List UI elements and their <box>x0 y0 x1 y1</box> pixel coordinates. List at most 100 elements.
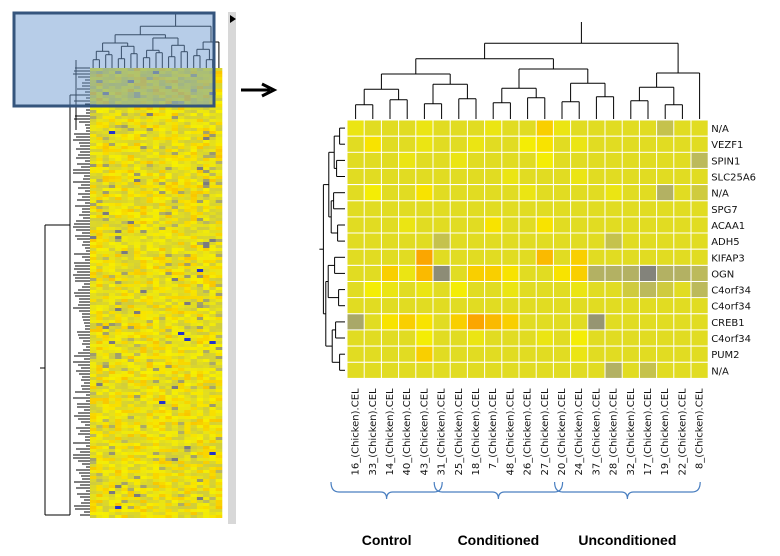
overview-cell <box>90 320 97 323</box>
overview-cell <box>165 194 172 197</box>
overview-cell <box>115 209 122 212</box>
heatmap-cell <box>605 298 622 314</box>
overview-cell <box>115 290 122 293</box>
row-label: KIFAP3 <box>711 253 745 264</box>
overview-cell <box>146 446 154 449</box>
overview-cell <box>134 290 141 293</box>
overview-cell <box>209 191 216 194</box>
overview-cell <box>127 347 135 350</box>
heatmap-cell <box>571 217 588 233</box>
overview-cell <box>159 452 166 455</box>
overview-cell <box>140 224 147 227</box>
heatmap-cell <box>553 330 571 346</box>
overview-cell <box>115 245 122 248</box>
overview-cell <box>203 377 210 380</box>
overview-cell <box>184 413 191 416</box>
overview-cell <box>127 350 135 353</box>
overview-cell <box>96 287 103 290</box>
overview-cell <box>171 503 179 506</box>
overview-cell <box>171 413 179 416</box>
overview-cell <box>209 185 216 188</box>
overview-cell <box>127 119 135 122</box>
overview-cell <box>108 278 116 281</box>
heatmap-cell <box>588 152 605 168</box>
overview-cell <box>140 470 147 473</box>
overview-cell <box>121 194 128 197</box>
overview-scrollbar[interactable] <box>228 12 236 524</box>
scroll-arrow-icon[interactable] <box>230 15 236 23</box>
overview-cell <box>90 377 97 380</box>
overview-cell <box>115 431 122 434</box>
overview-cell <box>140 473 147 476</box>
overview-cell <box>90 362 97 365</box>
overview-cell <box>159 473 166 476</box>
overview-cell <box>90 470 97 473</box>
heatmap-cell <box>639 362 657 378</box>
overview-cell <box>159 344 166 347</box>
overview-cell <box>127 380 135 383</box>
overview-cell <box>115 293 122 296</box>
overview-cell <box>215 89 223 92</box>
overview-cell <box>209 128 216 131</box>
overview-cell <box>159 488 166 491</box>
overview-cell <box>184 140 191 143</box>
overview-cell <box>90 230 97 233</box>
overview-cell <box>108 254 116 257</box>
overview-cell <box>209 164 216 167</box>
overview-cell <box>159 476 166 479</box>
overview-cell <box>127 416 135 419</box>
overview-cell <box>159 314 166 317</box>
overview-cell <box>203 329 210 332</box>
overview-cell <box>134 194 141 197</box>
overview-cell <box>178 299 185 302</box>
overview-cell <box>127 497 135 500</box>
overview-cell <box>102 164 110 167</box>
overview-cell <box>127 245 135 248</box>
overview-cell <box>165 509 172 512</box>
overview-cell <box>102 302 110 305</box>
heatmap-cell <box>691 152 708 168</box>
overview-cell <box>115 332 122 335</box>
overview-cell <box>196 407 204 410</box>
overview-cell <box>90 239 97 242</box>
overview-cell <box>209 404 216 407</box>
overview-cell <box>102 353 110 356</box>
overview-cell <box>127 305 135 308</box>
overview-cell <box>152 506 160 509</box>
overview-cell <box>209 500 216 503</box>
heatmap-cell <box>622 282 639 298</box>
overview-cell <box>108 287 116 290</box>
overview-cell <box>215 170 223 173</box>
overview-cell <box>196 479 204 482</box>
overview-cell <box>209 335 216 338</box>
overview-cell <box>196 134 204 137</box>
overview-cell <box>152 203 160 206</box>
overview-cell <box>146 113 154 116</box>
overview-cell <box>127 176 135 179</box>
heatmap-cell <box>364 233 381 249</box>
overview-cell <box>146 395 154 398</box>
overview-cell <box>102 182 110 185</box>
heatmap-cell <box>674 249 691 265</box>
overview-cell <box>171 218 179 221</box>
overview-cell <box>152 140 160 143</box>
overview-cell <box>190 125 198 128</box>
overview-cell <box>96 323 103 326</box>
overview-cell <box>209 167 216 170</box>
overview-cell <box>115 263 122 266</box>
zoom-selection-box[interactable] <box>12 11 216 108</box>
overview-cell <box>178 446 185 449</box>
overview-cell <box>159 146 166 149</box>
heatmap-cell <box>485 185 502 201</box>
overview-cell <box>196 398 204 401</box>
overview-cell <box>96 209 103 212</box>
overview-cell <box>115 395 122 398</box>
overview-cell <box>146 245 154 248</box>
overview-cell <box>165 212 172 215</box>
overview-cell <box>215 506 223 509</box>
overview-cell <box>102 185 110 188</box>
overview-cell <box>115 173 122 176</box>
overview-cell <box>121 446 128 449</box>
overview-cell <box>190 191 198 194</box>
heatmap-cell <box>674 330 691 346</box>
